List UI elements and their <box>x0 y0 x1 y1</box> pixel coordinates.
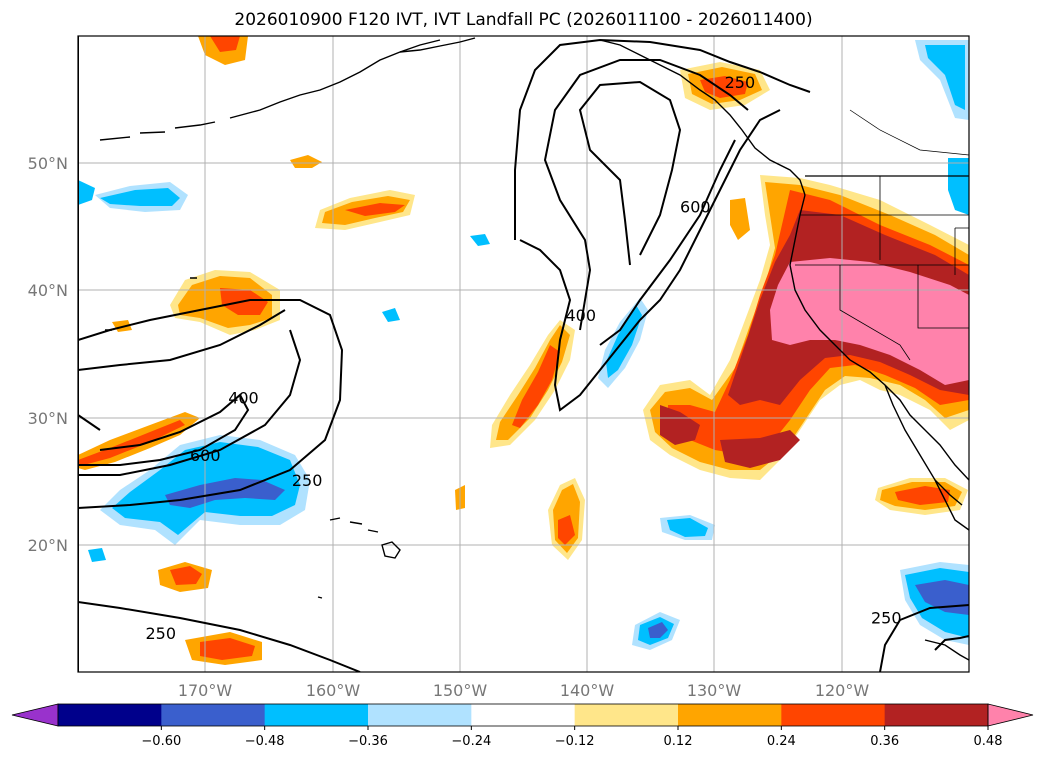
alaska-peninsula <box>399 37 476 53</box>
colorbar-frame <box>57 703 989 727</box>
plot-frame <box>77 35 970 673</box>
lon-label-130w: 130°W <box>687 681 742 700</box>
contour-labels: 250 600 400 400 600 250 250 250 <box>145 73 902 643</box>
colorbar-tick-label: −0.60 <box>141 734 181 749</box>
lon-label-120w: 120°W <box>815 681 870 700</box>
baja-california <box>884 384 963 506</box>
colorbar-segment <box>58 704 162 726</box>
colorbar-segment <box>368 704 472 726</box>
contour-label: 600 <box>190 446 221 465</box>
colorbar-extend-min <box>11 703 59 727</box>
hawaii-islands <box>329 517 401 559</box>
shade-neg-ne-inner <box>925 45 965 110</box>
shade-neg-small-k <box>78 180 95 205</box>
contour-250-west <box>78 299 344 509</box>
shade-pos-small-a-r <box>170 566 202 585</box>
shade-pos-23n-east-r <box>895 486 950 505</box>
lon-axis: 170°W 160°W 150°W 140°W 130°W 120°W <box>178 681 870 700</box>
lat-label-30n: 30°N <box>28 409 68 428</box>
colorbar-segment <box>471 704 576 726</box>
contour-250-se2 <box>934 635 969 651</box>
colorbar-tick-label: 0.12 <box>664 734 693 749</box>
contour-600-west <box>78 393 250 466</box>
colorbar-extend-max <box>987 703 1034 727</box>
contour-label: 600 <box>680 198 711 217</box>
colorbar-segment <box>264 704 369 726</box>
colorbar-segment <box>884 704 989 726</box>
contour-400-north <box>543 59 749 346</box>
lon-label-150w: 150°W <box>433 681 488 700</box>
shade-neg-small-g <box>88 548 106 562</box>
contour-400-west <box>78 309 302 476</box>
lon-label-170w: 170°W <box>178 681 233 700</box>
shade-pos-22n-140w-r <box>558 515 575 545</box>
colorbar-segment <box>781 704 886 726</box>
shade-pos-top-west-red <box>210 36 240 52</box>
aleutian-islands <box>99 39 441 141</box>
colorbar-tick-label: 0.24 <box>767 734 796 749</box>
shade-neg-small-f <box>382 308 400 322</box>
colorbar-tick-label: 0.36 <box>870 734 899 749</box>
contour-250-north <box>514 38 811 412</box>
contour-label: 400 <box>228 389 259 408</box>
shade-sw-lobe2 <box>720 430 800 468</box>
contour-label: 250 <box>145 624 176 643</box>
colorbar-tick-label: 0.48 <box>974 734 1003 749</box>
colorbar: −0.60 −0.48 −0.36 −0.24 −0.12 0.12 0.24 0.36 0.4… <box>11 703 1034 749</box>
lat-axis: 50°N 40°N 30°N 20°N <box>28 154 68 555</box>
contour-label: 250 <box>292 471 323 490</box>
contour-250-se <box>879 604 969 672</box>
shade-neg-21n-inner <box>667 518 708 537</box>
graticule <box>78 36 969 672</box>
shade-pos-alaska-red <box>700 76 748 98</box>
canada-province-border <box>849 109 969 156</box>
alaska-coast <box>599 39 806 196</box>
lon-label-160w: 160°W <box>306 681 361 700</box>
shade-band-140w-red <box>512 345 560 428</box>
state-borders <box>795 176 969 361</box>
ivt-contours <box>78 36 969 672</box>
us-west-coast <box>789 194 969 481</box>
contour-250-west-south <box>78 601 361 672</box>
colorbar-tick-label: −0.36 <box>348 734 388 749</box>
shade-pos-small-i <box>730 198 750 240</box>
shade-pos-small-b-r <box>200 638 255 660</box>
shade-neg-12n-blue <box>648 622 668 638</box>
lat-label-50n: 50°N <box>28 154 68 173</box>
shade-pos-small-c <box>290 155 322 168</box>
colorbar-segment <box>574 704 679 726</box>
lon-label-140w: 140°W <box>560 681 615 700</box>
lat-label-40n: 40°N <box>28 281 68 300</box>
shade-neg-48n-inner <box>100 188 180 206</box>
map-title: 2026010900 F120 IVT, IVT Landfall PC (20… <box>234 10 813 30</box>
colorbar-segment <box>161 704 266 726</box>
contour-600-north <box>578 80 682 266</box>
contour-label: 250 <box>871 609 902 628</box>
colorbar-tick-label: −0.12 <box>555 734 595 749</box>
mexico-coast <box>924 479 969 661</box>
shade-pos-47n-red <box>345 203 405 216</box>
lat-label-20n: 20°N <box>28 536 68 555</box>
colorbar-segment <box>678 704 782 726</box>
shade-neg-small-j <box>948 158 969 215</box>
colorbar-tick-label: −0.24 <box>451 734 491 749</box>
contour-label: 400 <box>566 306 597 325</box>
coastlines <box>99 37 969 661</box>
colorbar-tick-label: −0.48 <box>245 734 285 749</box>
shade-pos-west-band-red <box>78 420 185 466</box>
shade-neg-small-e <box>470 234 490 246</box>
contour-label: 250 <box>725 73 756 92</box>
shade-sw-lobe <box>660 405 700 445</box>
